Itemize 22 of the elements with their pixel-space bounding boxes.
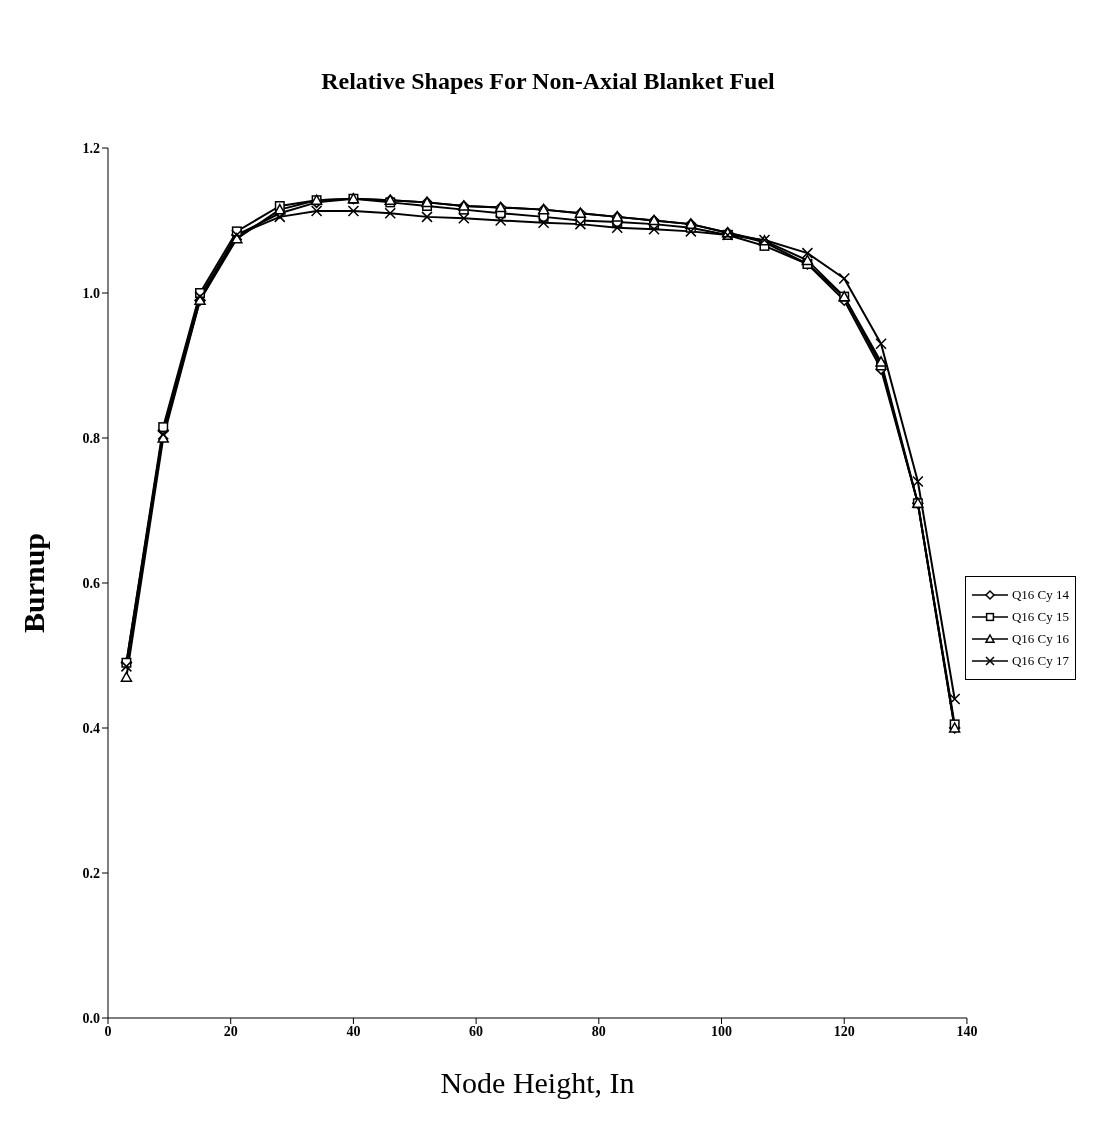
y-tick-label: 0.0: [82, 1010, 100, 1026]
x-tick-label: 0: [104, 1023, 112, 1039]
y-tick-label: 0.8: [82, 430, 100, 446]
x-axis-title: Node Height, In: [440, 1066, 635, 1099]
x-tick-label: 60: [469, 1023, 484, 1039]
legend-label: Q16 Cy 16: [1011, 631, 1069, 647]
y-tick-label: 1.0: [82, 285, 100, 301]
y-tick-label: 1.2: [82, 140, 100, 156]
legend-label: Q16 Cy 15: [1011, 609, 1069, 625]
legend-label: Q16 Cy 17: [1011, 653, 1069, 669]
y-axis-title: Burnup: [16, 532, 50, 634]
x-tick-label: 80: [591, 1023, 606, 1039]
x-tick-label: 40: [346, 1023, 361, 1039]
chart-title: Relative Shapes For Non-Axial Blanket Fuel: [320, 67, 776, 96]
x-tick-label: 120: [833, 1023, 855, 1039]
x-tick-label: 20: [223, 1023, 238, 1039]
y-tick-label: 0.4: [82, 720, 100, 736]
legend-label: Q16 Cy 14: [1011, 587, 1069, 603]
y-tick-label: 0.6: [82, 575, 100, 591]
x-tick-label: 140: [956, 1023, 978, 1039]
x-tick-label: 100: [711, 1023, 733, 1039]
y-tick-label: 0.2: [82, 865, 100, 881]
